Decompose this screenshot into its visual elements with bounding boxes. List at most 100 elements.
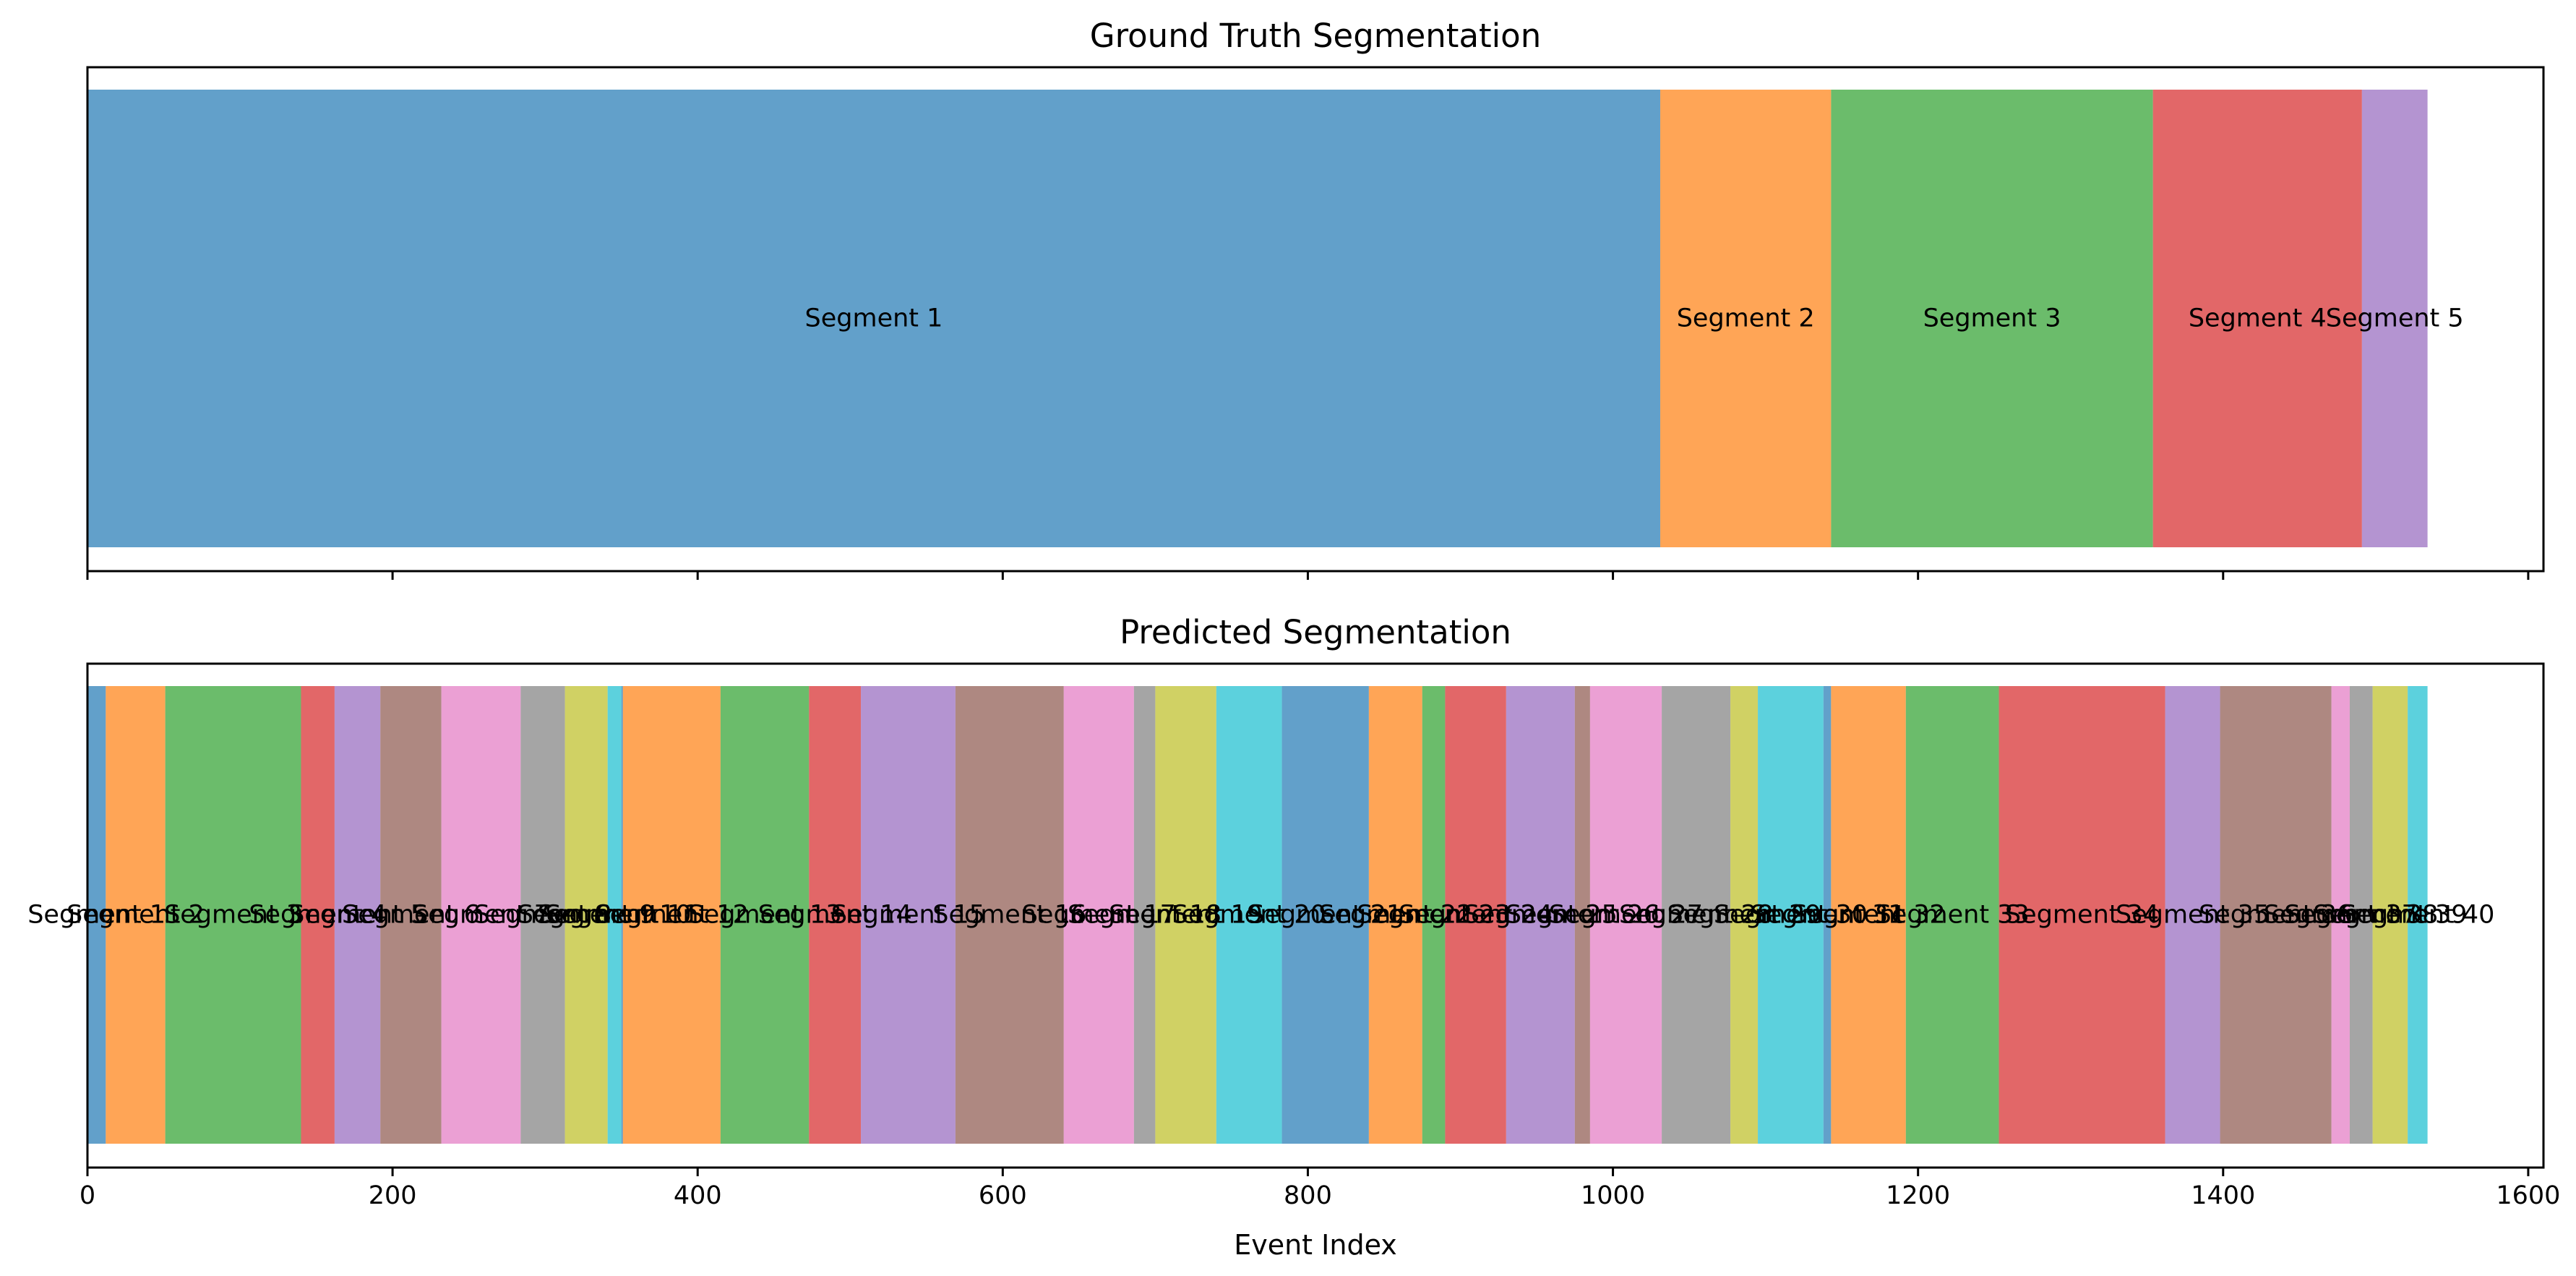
- predicted-segment-label-36: Segment 36: [2199, 901, 2353, 930]
- predicted-segment-bar-4: [301, 686, 335, 1144]
- predicted-segment-label-5: Segment 5: [288, 901, 426, 930]
- predicted-segment-bar-34: [1998, 686, 2165, 1144]
- predicted-segment-label-2: Segment 2: [66, 901, 205, 930]
- predicted-segment-label-15: Segment 15: [831, 901, 985, 930]
- predicted-segment-label-4: Segment 4: [249, 901, 387, 930]
- predicted-segment-label-12: Segment 12: [595, 901, 749, 930]
- predicted-segment-bar-8: [520, 686, 565, 1144]
- predicted-x-tick-label: 0: [80, 1181, 95, 1210]
- predicted-x-tick-label: 800: [1284, 1181, 1332, 1210]
- predicted-segment-label-10: Segment 10: [538, 901, 692, 930]
- predicted-segment-bar-33: [1905, 686, 1999, 1144]
- predicted-segment-bar-2: [106, 686, 166, 1144]
- predicted-segment-bar-6: [380, 686, 442, 1144]
- ground-truth-segment-labels: Segment 1 Segment 2 Segment 3 Segment 4 Segm…: [805, 304, 2464, 333]
- ground-truth-segment-bar-3: [1831, 90, 2153, 547]
- ground-truth-panel: Ground Truth Segmentation Segment 1 Segme…: [86, 17, 2545, 580]
- predicted-segment-label-1: Segment 1: [27, 901, 166, 930]
- predicted-segment-label-21: Segment 21: [1248, 901, 1402, 930]
- predicted-segment-bar-17: [1063, 686, 1134, 1144]
- ground-truth-x-ticks: [86, 571, 2530, 580]
- predicted-segment-label-7: Segment 7: [412, 901, 550, 930]
- predicted-segment-bar-16: [955, 686, 1064, 1144]
- ground-truth-segment-bar-2: [1660, 90, 1832, 547]
- predicted-segment-label-22: Segment 22: [1318, 901, 1472, 930]
- predicted-segment-label-27: Segment 27: [1549, 901, 1703, 930]
- predicted-segment-bar-14: [809, 686, 862, 1144]
- predicted-segment-label-38: Segment 38: [2284, 901, 2438, 930]
- ground-truth-segment-label-2: Segment 2: [1677, 304, 1815, 333]
- predicted-segment-bar-5: [334, 686, 381, 1144]
- predicted-segment-label-11: Segment 11: [545, 901, 699, 930]
- predicted-segment-label-30: Segment 30: [1714, 901, 1868, 930]
- ground-truth-axes-frame: [86, 66, 2545, 573]
- predicted-segment-bar-3: [165, 686, 301, 1144]
- predicted-segment-bar-9: [564, 686, 608, 1144]
- predicted-segment-bar-36: [2220, 686, 2332, 1144]
- predicted-segment-bar-19: [1155, 686, 1216, 1144]
- predicted-segment-bar-11: [621, 686, 623, 1144]
- predicted-segment-label-17: Segment 17: [1022, 901, 1176, 930]
- predicted-segment-label-28: Segment 28: [1619, 901, 1773, 930]
- predicted-segment-bar-39: [2372, 686, 2408, 1144]
- predicted-segment-bar-1: [87, 686, 106, 1144]
- predicted-segment-bar-10: [607, 686, 622, 1144]
- predicted-segment-label-8: Segment 8: [474, 901, 612, 930]
- predicted-segment-bar-23: [1422, 686, 1446, 1144]
- predicted-x-tick-label: 1000: [1581, 1181, 1645, 1210]
- predicted-segment-bar-40: [2408, 686, 2428, 1144]
- ground-truth-segment-bar-5: [2361, 90, 2428, 547]
- predicted-segment-bar-13: [720, 686, 810, 1144]
- predicted-segment-label-6: Segment 6: [342, 901, 480, 930]
- ground-truth-segment-label-3: Segment 3: [1923, 304, 2061, 333]
- predicted-segment-bar-30: [1758, 686, 1824, 1144]
- ground-truth-segment-label-5: Segment 5: [2326, 304, 2464, 333]
- predicted-segment-bar-12: [622, 686, 721, 1144]
- predicted-segment-bar-37: [2331, 686, 2350, 1144]
- predicted-segment-label-18: Segment 18: [1068, 901, 1222, 930]
- predicted-segment-label-20: Segment 20: [1172, 901, 1326, 930]
- predicted-segment-bar-20: [1216, 686, 1282, 1144]
- predicted-segment-bar-38: [2349, 686, 2373, 1144]
- predicted-axes-frame: [86, 662, 2545, 1169]
- predicted-segment-label-24: Segment 24: [1399, 901, 1553, 930]
- predicted-segment-bar-29: [1730, 686, 1759, 1144]
- predicted-segment-label-19: Segment 19: [1109, 901, 1263, 930]
- predicted-segment-label-13: Segment 13: [688, 901, 842, 930]
- predicted-x-tick-label: 1600: [2496, 1181, 2560, 1210]
- predicted-segment-bar-32: [1831, 686, 1906, 1144]
- predicted-segment-bar-35: [2165, 686, 2220, 1144]
- predicted-x-tick-label: 600: [979, 1181, 1027, 1210]
- ground-truth-segment-bar-1: [87, 90, 1660, 547]
- predicted-x-tick-label: 1400: [2191, 1181, 2255, 1210]
- predicted-segment-bar-22: [1368, 686, 1422, 1144]
- predicted-x-tick-label: 200: [369, 1181, 417, 1210]
- predicted-segment-bar-28: [1662, 686, 1731, 1144]
- predicted-segment-bar-31: [1823, 686, 1832, 1144]
- predicted-segment-label-3: Segment 3: [164, 901, 302, 930]
- ground-truth-segment-label-1: Segment 1: [805, 304, 943, 333]
- predicted-segment-label-31: Segment 31: [1751, 901, 1905, 930]
- predicted-segment-label-25: Segment 25: [1464, 901, 1618, 930]
- predicted-title: Predicted Segmentation: [1120, 613, 1511, 651]
- predicted-segment-label-40: Segment 40: [2340, 901, 2494, 930]
- predicted-segment-label-33: Segment 33: [1876, 901, 2030, 930]
- predicted-x-ticks: 0 200 400 600 800 1000 1200 1400 1600: [80, 1168, 2560, 1210]
- predicted-x-tick-label: 1200: [1886, 1181, 1950, 1210]
- ground-truth-title: Ground Truth Segmentation: [1090, 17, 1541, 55]
- predicted-segment-label-34: Segment 34: [2005, 901, 2159, 930]
- predicted-segment-label-16: Segment 16: [932, 901, 1086, 930]
- predicted-segment-label-35: Segment 35: [2116, 901, 2270, 930]
- predicted-segment-bar-26: [1574, 686, 1590, 1144]
- predicted-bars: [87, 686, 2428, 1144]
- ground-truth-bars: [87, 90, 2428, 547]
- x-axis-label: Event Index: [1234, 1229, 1397, 1261]
- ground-truth-segment-bar-4: [2152, 90, 2362, 547]
- predicted-segment-bar-25: [1506, 686, 1575, 1144]
- predicted-segment-label-29: Segment 29: [1667, 901, 1821, 930]
- predicted-segment-label-23: Segment 23: [1357, 901, 1511, 930]
- predicted-segment-label-37: Segment 37: [2264, 901, 2418, 930]
- predicted-segment-bar-21: [1281, 686, 1369, 1144]
- predicted-segment-bar-7: [441, 686, 521, 1144]
